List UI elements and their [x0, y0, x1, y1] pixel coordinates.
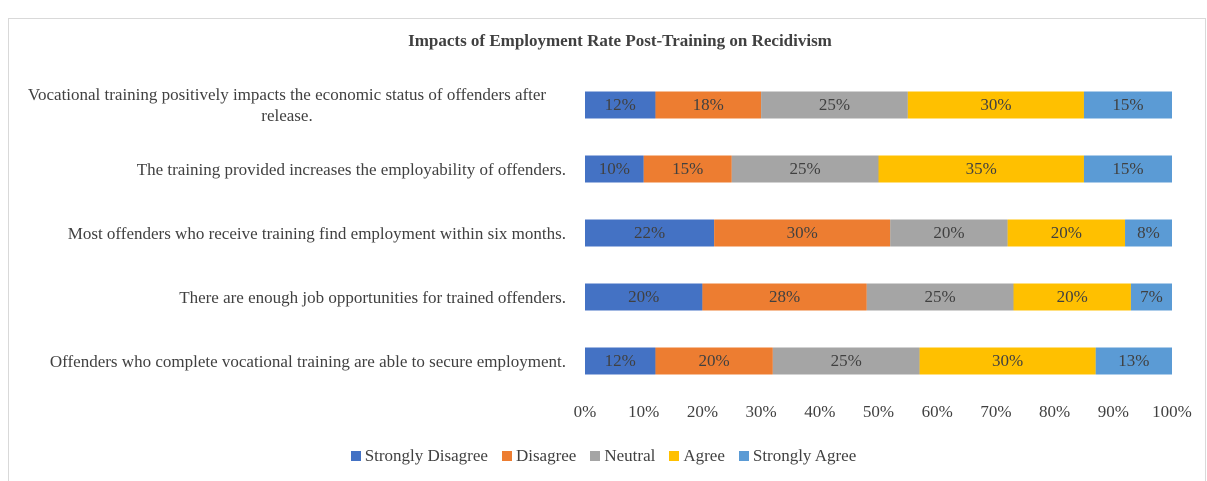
x-tick-label: 100%: [1152, 402, 1192, 421]
legend-item: Strongly Disagree: [350, 446, 488, 466]
bar-segment: [585, 347, 656, 375]
data-label: 15%: [1112, 159, 1143, 178]
x-tick-label: 0%: [574, 402, 597, 421]
x-tick-label: 60%: [922, 402, 953, 421]
data-label: 15%: [1112, 95, 1143, 114]
bar-segment: [702, 283, 867, 311]
legend-item: Strongly Agree: [738, 446, 857, 466]
category-label-box: Most offenders who receive training find…: [8, 201, 566, 265]
data-label: 30%: [980, 95, 1011, 114]
data-label: 8%: [1137, 223, 1160, 242]
bar-segment: [585, 155, 644, 183]
legend-swatch: [350, 451, 361, 461]
bar-segment: [643, 155, 732, 183]
bar-segment: [1007, 219, 1126, 247]
bar-segment: [761, 91, 908, 119]
category-label-box: The training provided increases the empl…: [8, 137, 566, 201]
bar-segment: [878, 155, 1084, 183]
data-label: 30%: [787, 223, 818, 242]
data-label: 20%: [1051, 223, 1082, 242]
data-label: 20%: [628, 287, 659, 306]
data-label: 20%: [699, 351, 730, 370]
x-tick-label: 40%: [804, 402, 835, 421]
data-label: 12%: [605, 95, 636, 114]
category-label-box: Vocational training positively impacts t…: [8, 73, 566, 137]
bar-segment: [1013, 283, 1131, 311]
legend-label: Strongly Agree: [752, 446, 857, 465]
bar-segment: [890, 219, 1008, 247]
data-label: 15%: [672, 159, 703, 178]
data-label: 30%: [992, 351, 1023, 370]
legend-label: Agree: [683, 446, 725, 465]
data-label: 25%: [925, 287, 956, 306]
data-label: 10%: [599, 159, 630, 178]
legend: Strongly Disagree Disagree Neutral Agree Str…: [0, 446, 1207, 466]
data-label: 28%: [769, 287, 800, 306]
bar-segment: [714, 219, 891, 247]
y-tick-label: The training provided increases the empl…: [136, 159, 566, 179]
bar-segment: [585, 91, 656, 119]
data-label: 20%: [933, 223, 964, 242]
bar-segment: [1130, 283, 1172, 311]
bar-segment: [907, 91, 1084, 119]
category-label-box: Offenders who complete vocational traini…: [8, 329, 566, 393]
legend-item: Neutral: [590, 446, 655, 466]
x-tick-label: 30%: [746, 402, 777, 421]
x-tick-label: 20%: [687, 402, 718, 421]
bar-segment: [731, 155, 879, 183]
bar-segment: [919, 347, 1096, 375]
data-label: 20%: [1057, 287, 1088, 306]
data-label: 12%: [605, 351, 636, 370]
bar-segment: [655, 347, 773, 375]
legend-swatch: [738, 451, 749, 461]
data-label: 25%: [790, 159, 821, 178]
bar-segment: [1083, 91, 1172, 119]
legend-label: Strongly Disagree: [364, 446, 488, 465]
legend-item: Agree: [669, 446, 725, 466]
category-label-box: There are enough job opportunities for t…: [8, 265, 566, 329]
y-tick-label: Most offenders who receive training find…: [67, 223, 566, 243]
x-tick-label: 70%: [980, 402, 1011, 421]
bar-segment: [585, 283, 703, 311]
bar-segment: [655, 91, 762, 119]
y-tick-label: Offenders who complete vocational traini…: [49, 351, 566, 371]
data-label: 35%: [966, 159, 997, 178]
data-label: 25%: [819, 95, 850, 114]
legend-swatch: [501, 451, 512, 461]
chart-title: Impacts of Employment Rate Post-Training…: [408, 31, 832, 50]
data-label: 25%: [831, 351, 862, 370]
legend-swatch: [590, 451, 601, 461]
legend-label: Neutral: [604, 446, 656, 465]
y-tick-label: There are enough job opportunities for t…: [179, 287, 566, 307]
bar-segment: [1083, 155, 1172, 183]
bar-segment: [1095, 347, 1172, 375]
x-tick-label: 10%: [628, 402, 659, 421]
bar-segment: [772, 347, 920, 375]
data-label: 7%: [1140, 287, 1163, 306]
y-tick-label: Vocational training positively impacts t…: [27, 85, 547, 125]
legend-swatch: [669, 451, 680, 461]
legend-label: Disagree: [515, 446, 577, 465]
x-tick-label: 50%: [863, 402, 894, 421]
data-label: 13%: [1118, 351, 1149, 370]
legend-item: Disagree: [501, 446, 577, 466]
bar-segment: [1125, 219, 1172, 247]
x-tick-label: 90%: [1098, 402, 1129, 421]
data-label: 22%: [634, 223, 665, 242]
data-label: 18%: [693, 95, 724, 114]
bar-segment: [585, 219, 715, 247]
bar-segment: [866, 283, 1014, 311]
x-tick-label: 80%: [1039, 402, 1070, 421]
